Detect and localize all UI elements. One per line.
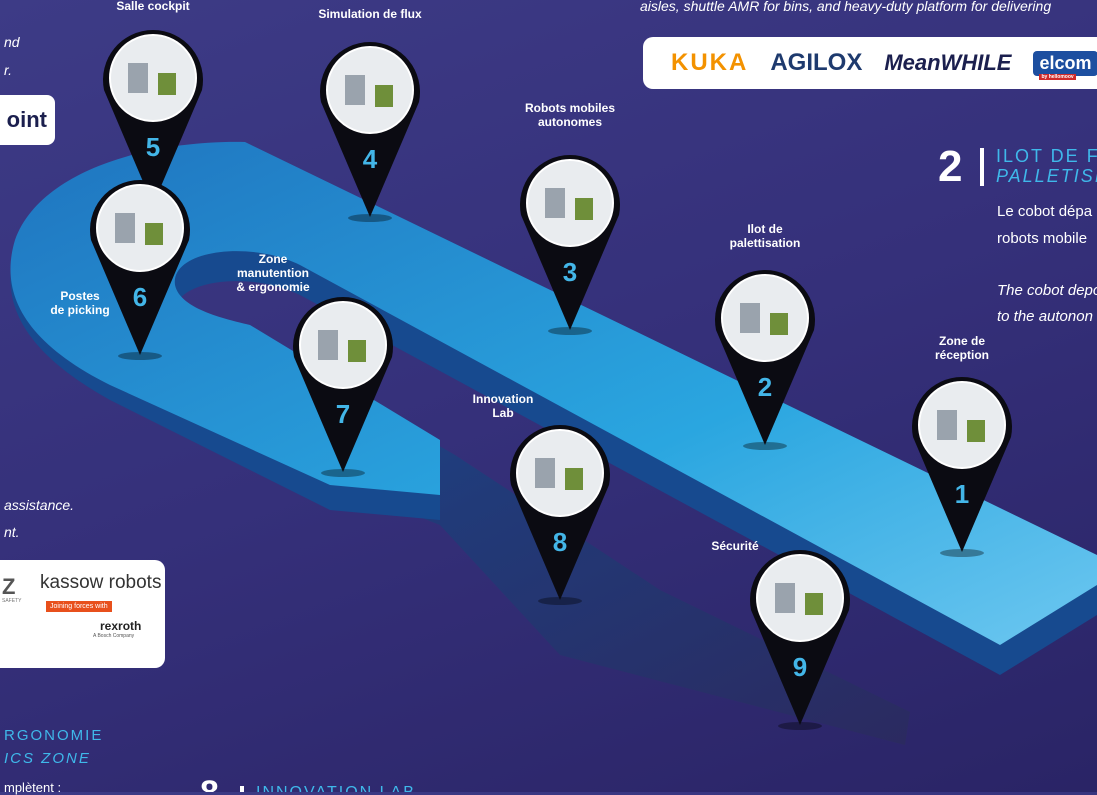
logo-sub: SAFETY [2,598,21,604]
pin-label: Lab [492,406,513,420]
section-number: 8 [200,776,219,792]
text-line: assistance. [4,497,74,513]
logo: rexroth [100,619,141,633]
section-title: INNOVATION LAB [256,783,416,792]
pin-image-detail [805,593,823,615]
page: 5 Salle cockpit 4 Simulation de flux 3 Robots… [0,0,1097,792]
logo: kassow robots [40,572,161,594]
logo-text: elcom [1039,53,1091,73]
pin-image-detail [145,223,163,245]
pin-label: Simulation de flux [318,7,422,21]
pin-image [757,555,843,641]
logo-sub: A Bosch Company [93,633,134,639]
text-line: mplètent : [4,780,61,795]
pin-image-detail [967,420,985,442]
pin-number: 3 [563,257,577,287]
pin-image-detail [375,85,393,107]
text-line: robots mobile [997,230,1087,247]
pin-number: 6 [133,282,147,312]
pin-number: 5 [146,132,160,162]
pin-image-detail [775,583,795,613]
map: 5 Salle cockpit 4 Simulation de flux 3 Robots… [0,0,1097,792]
pin-number: 2 [758,372,772,402]
pin-label: Salle cockpit [116,0,189,13]
pin-image [300,302,386,388]
pin-image-detail [348,340,366,362]
text-line: Le cobot dépa [997,203,1092,220]
pin-label: Zone [259,252,288,266]
text-line: nt. [4,524,20,540]
divider [240,786,244,792]
pin-image [97,185,183,271]
section-number: 2 [938,142,962,192]
text-line: to the autonon [997,308,1093,325]
pin-label: Postes [60,289,100,303]
pin-image [527,160,613,246]
text-line: nd [4,34,20,50]
pin-image-detail [318,330,338,360]
pin-image-detail [345,75,365,105]
pin-label: Sécurité [711,539,759,553]
logo: oint [0,95,55,145]
pin-label: Ilot de [747,222,783,236]
pin-image [722,275,808,361]
pin-label: autonomes [538,115,602,129]
pin-label: manutention [237,266,309,280]
section-title: PALLETISI [996,166,1097,187]
pin-image-detail [565,468,583,490]
section-title: ILOT DE F [996,146,1097,167]
pin-number: 4 [363,144,378,174]
logo-sub: by hellomoov [1039,74,1075,80]
logo: AGILOX [770,49,862,77]
intro-text: aisles, shuttle AMR for bins, and heavy-… [640,0,1051,14]
pin-label: palettisation [730,236,801,250]
pin-label: Robots mobiles [525,101,615,115]
pin-image-detail [937,410,957,440]
pin-image [110,35,196,121]
pin-image-detail [575,198,593,220]
logo: KUKA [671,49,748,77]
logo: MeanWHILE [884,50,1011,76]
pin-label: & ergonomie [236,280,310,294]
pin-number: 1 [955,479,969,509]
pin-number: 8 [553,527,567,557]
pin-image-detail [740,303,760,333]
text-line: r. [4,62,12,78]
pin-image-detail [535,458,555,488]
pin-image-detail [158,73,176,95]
logo: Z [2,574,15,600]
pin-image-detail [770,313,788,335]
logo-sub: Joining forces with [46,601,112,612]
pin-label: Innovation [473,392,534,406]
pin-number: 7 [336,399,350,429]
section-title: RGONOMIE [4,727,103,744]
pin-image-detail [545,188,565,218]
pin-image-detail [115,213,135,243]
pin-image [327,47,413,133]
text-line: The cobot depo [997,282,1097,299]
pin-image [517,430,603,516]
pin-label: réception [935,348,989,362]
divider [980,148,984,186]
pin-label: Zone de [939,334,985,348]
logo-box: Z SAFETY kassow robots Joining forces wi… [0,560,165,668]
pin-image-detail [128,63,148,93]
pin-label: de picking [50,303,109,317]
pin-number: 9 [793,652,807,682]
section-title: ICS ZONE [4,750,91,767]
pin-image [919,382,1005,468]
